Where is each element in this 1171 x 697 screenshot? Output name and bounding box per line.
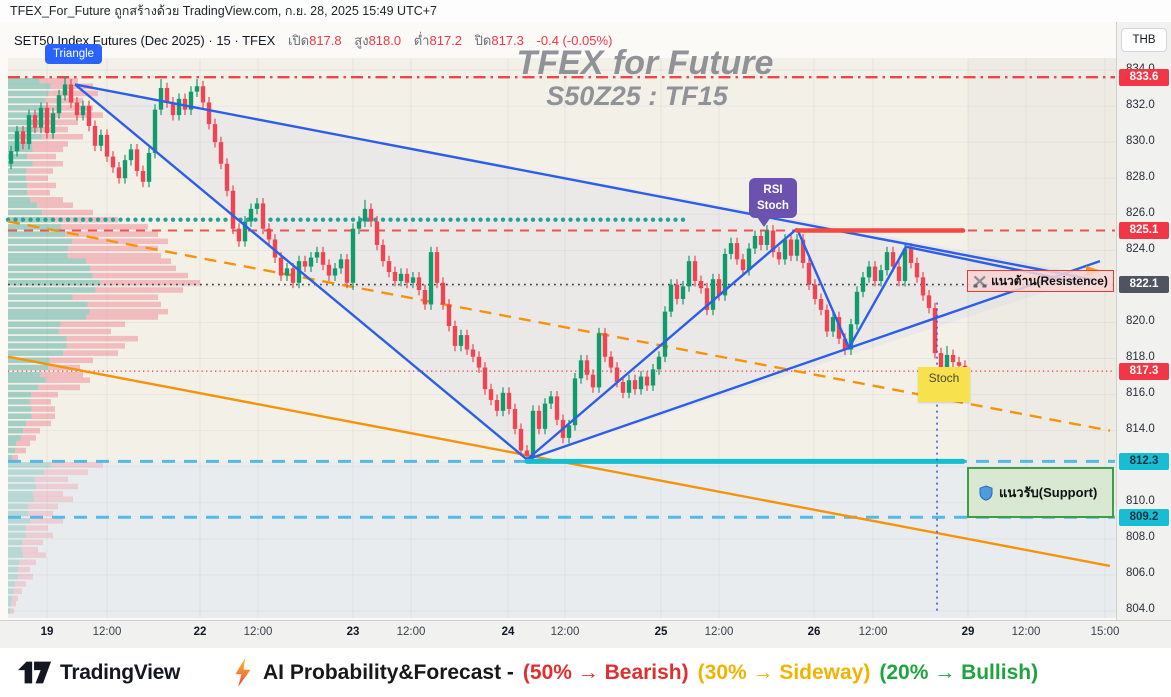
shield-icon <box>979 484 993 501</box>
price-tick: 828.0 <box>1126 170 1155 183</box>
low-value: 817.2 <box>429 33 463 48</box>
volume-profile <box>8 78 200 614</box>
time-tick: 12:00 <box>1011 626 1041 638</box>
price-tick: 808.0 <box>1126 531 1155 544</box>
forecast-bullish: (20% → Bullish) <box>879 660 1039 684</box>
time-tick: 22 <box>193 626 207 638</box>
crossed-swords-icon <box>973 275 987 288</box>
blue-trendline[interactable] <box>526 227 798 461</box>
time-tick: 12:00 <box>92 626 122 638</box>
brand-name: TradingView <box>60 660 181 684</box>
snapshot-title: TFEX_For_Future ถูกสร้างด้วย TradingView… <box>10 4 438 18</box>
price-tick: 804.0 <box>1126 603 1155 616</box>
change-value: -0.4 (-0.05%) <box>536 33 613 48</box>
open-label: เปิด <box>287 33 310 48</box>
price-tick: 826.0 <box>1126 206 1155 219</box>
watermark-title: TFEX for Future <box>517 44 774 82</box>
price-tick: 816.0 <box>1126 387 1155 400</box>
orange-trendline[interactable] <box>7 220 1111 432</box>
stoch-sticky-note[interactable]: Stoch <box>918 367 970 402</box>
blue-trendline[interactable] <box>526 260 1101 461</box>
footer-bar: TradingView AI Probability&Forecast - (5… <box>0 647 1171 697</box>
price-tick: 830.0 <box>1126 134 1155 147</box>
price-tick: 832.0 <box>1126 98 1155 111</box>
close-value: 817.3 <box>491 33 524 48</box>
price-level-badge: 825.1 <box>1119 221 1169 239</box>
open-value: 817.8 <box>309 33 342 48</box>
time-tick: 23 <box>346 626 360 638</box>
high-value: 818.0 <box>368 33 402 48</box>
support-label: แนวรับ(Support) <box>999 485 1098 500</box>
close-label: ปิด <box>474 33 492 48</box>
price-tick: 806.0 <box>1126 567 1155 580</box>
time-tick: 25 <box>654 626 668 638</box>
time-tick: 12:00 <box>550 626 580 638</box>
price-level-badge: 822.1 <box>1119 276 1169 294</box>
rsi-stoch-callout[interactable]: RSI Stoch <box>749 178 797 227</box>
blue-trendline[interactable] <box>74 83 1101 283</box>
price-tick: 810.0 <box>1126 495 1155 508</box>
note-text: Stoch <box>928 371 960 385</box>
time-tick: 12:00 <box>704 626 734 638</box>
price-level-badge: 812.3 <box>1119 452 1169 470</box>
forecast-bearish: (50% → Bearish) <box>522 660 689 684</box>
support-zone-box[interactable]: แนวรับ(Support) <box>967 467 1114 518</box>
resistance-zone-box[interactable]: แนวต้าน(Resistence) <box>967 270 1114 292</box>
callout-line1: RSI <box>763 184 783 196</box>
callout-line2: Stoch <box>757 199 789 212</box>
price-level-badge: 817.3 <box>1119 362 1169 380</box>
forecast-sideway: (30% → Sideway) <box>697 660 871 684</box>
time-tick: 15:00 <box>1090 626 1120 638</box>
price-tick: 818.0 <box>1126 351 1155 364</box>
lower-zone-background <box>8 461 1116 618</box>
watermark-subtitle: S50Z25 : TF15 <box>546 81 729 111</box>
time-tick: 12:00 <box>243 626 273 638</box>
price-tick: 820.0 <box>1126 314 1155 327</box>
resistance-label: แนวต้าน(Resistence) <box>991 273 1108 288</box>
high-label: สูง <box>354 33 369 48</box>
price-tick: 814.0 <box>1126 423 1155 436</box>
forecast-line: AI Probability&Forecast - (50% → Bearish… <box>232 657 1039 688</box>
snapshot-title-bar: TFEX_For_Future ถูกสร้างด้วย TradingView… <box>0 0 1171 22</box>
symbol-header: SET50 Index Futures (Dec 2025) · 15 · TF… <box>14 30 612 51</box>
time-axis[interactable]: 19 12:00 22 12:00 23 12:00 24 12:00 25 12:00 26 12:… <box>0 620 1171 648</box>
candlesticks <box>8 77 968 462</box>
low-label: ต่ำ <box>413 33 430 48</box>
lightning-icon <box>235 657 251 687</box>
time-tick: 29 <box>961 626 975 638</box>
triangle-pattern-fill <box>75 84 1096 460</box>
price-axis[interactable]: THB 834.0832.0830.0828.0826.0824.0822.08… <box>1116 22 1171 620</box>
time-tick: 19 <box>40 626 54 638</box>
blue-trendline[interactable] <box>74 83 528 461</box>
triangle-tool-badge[interactable]: Triangle <box>45 44 102 64</box>
forecast-heading: AI Probability&Forecast - <box>263 660 514 684</box>
price-tick: 824.0 <box>1126 242 1155 255</box>
price-level-badge: 833.6 <box>1119 68 1169 86</box>
price-level-badge: 809.2 <box>1119 508 1169 526</box>
time-tick: 26 <box>807 626 821 638</box>
tradingview-brand: TradingView <box>18 661 180 685</box>
time-tick: 24 <box>501 626 515 638</box>
chart-area[interactable]: TFEX for Future S50Z25 : TF15 SET50 Index… <box>0 22 1171 648</box>
blue-trendline[interactable] <box>795 228 1081 351</box>
currency-button[interactable]: THB <box>1121 28 1167 52</box>
time-tick: 12:00 <box>858 626 888 638</box>
tradingview-logo-icon <box>18 661 52 683</box>
time-tick: 12:00 <box>396 626 426 638</box>
